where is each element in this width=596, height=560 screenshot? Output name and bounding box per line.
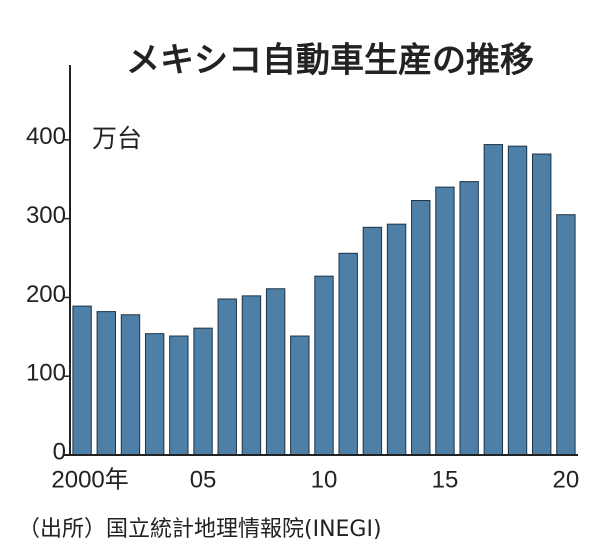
bar <box>72 305 92 456</box>
bar <box>169 335 189 456</box>
unit-label: 万台 <box>92 124 142 153</box>
bar <box>338 252 358 456</box>
y-tick-label: 100 <box>26 360 66 387</box>
x-tick-label: 20 <box>553 466 580 493</box>
y-tick-label: 200 <box>26 281 66 308</box>
bar <box>265 288 286 456</box>
bar <box>483 144 504 456</box>
bar <box>96 311 116 456</box>
y-tick-label: 0 <box>53 438 66 465</box>
x-tick-label: 10 <box>311 466 338 493</box>
bar <box>362 226 383 456</box>
bar <box>144 333 165 456</box>
bar <box>290 335 310 456</box>
x-tick-label: 2000年 <box>51 466 128 493</box>
bar <box>459 181 479 456</box>
bar <box>532 153 552 456</box>
source-note: （出所）国立統計地理情報院(INEGI) <box>18 517 382 542</box>
bar <box>411 200 431 456</box>
bar <box>217 298 237 456</box>
y-tick-label: 400 <box>26 123 66 150</box>
chart-title: メキシコ自動車生産の推移 <box>126 41 534 81</box>
bar <box>435 186 455 456</box>
bar <box>241 295 262 456</box>
bar <box>556 214 576 456</box>
bar <box>507 145 528 456</box>
x-tick-label: 05 <box>190 466 217 493</box>
bar <box>120 314 141 456</box>
bar <box>193 327 213 456</box>
bar <box>314 275 334 456</box>
bar <box>386 223 407 456</box>
y-tick-label: 300 <box>26 202 66 229</box>
x-tick-label: 15 <box>432 466 459 493</box>
